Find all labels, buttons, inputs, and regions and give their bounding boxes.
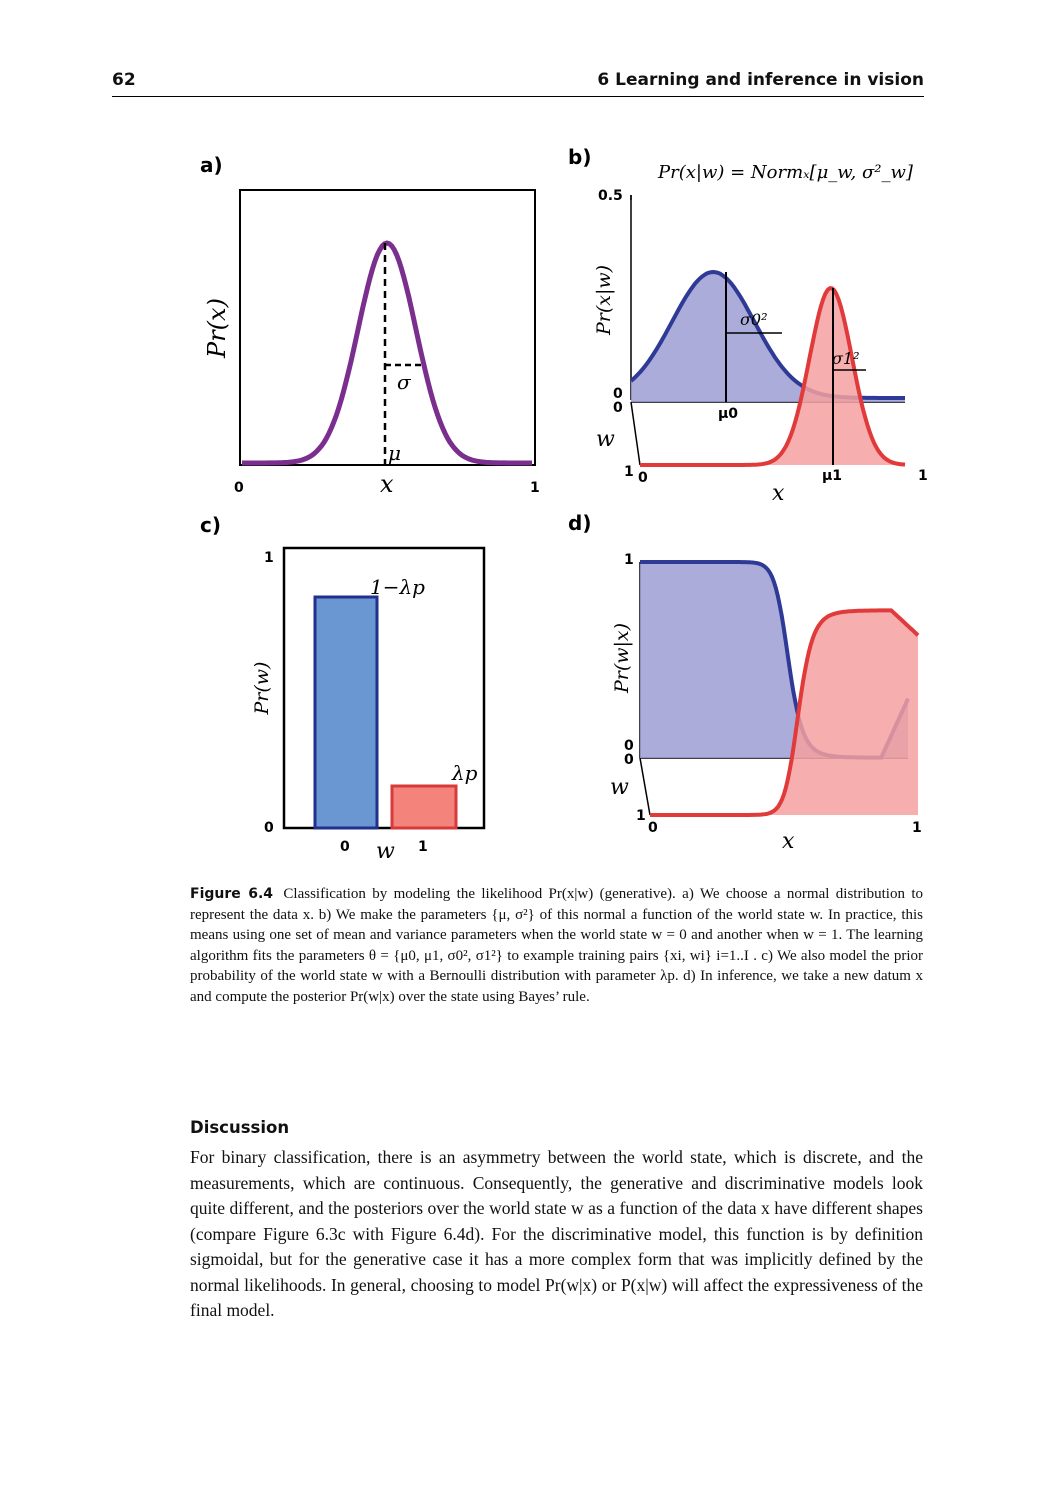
- figure-label: Figure 6.4: [190, 886, 274, 902]
- panel-a-xmin: 0: [234, 480, 244, 496]
- chapter-title: 6 Learning and inference in vision: [597, 70, 924, 90]
- panel-d-w1-curve: [650, 608, 920, 817]
- panel-d: d) 1 0 0 w 1 0 1 x Pr(w|x): [568, 511, 922, 854]
- panel-c-label-lambda: λp: [451, 761, 478, 785]
- panel-d-ylabel: Pr(w|x): [611, 623, 633, 694]
- panel-a: a) σ μ Pr(x) 0 x 1: [200, 153, 540, 498]
- panel-b-xlabel: x: [772, 481, 785, 506]
- page-header: 62 6 Learning and inference in vision: [112, 70, 924, 97]
- panel-d-xlabel: x: [782, 829, 795, 854]
- panel-d-w0: 0: [624, 752, 634, 768]
- panel-b-w1-area: [640, 288, 905, 465]
- panel-b-ytop: 0.5: [598, 188, 623, 204]
- panel-b-w0: 0: [613, 400, 623, 416]
- panel-b-yzero: 0: [613, 386, 623, 402]
- caption-text: Classification by modeling the likelihoo…: [190, 886, 923, 1005]
- panel-c-ylabel: Pr(w): [251, 662, 273, 716]
- panel-d-w0-area: [640, 562, 908, 758]
- panel-c-yzero: 0: [264, 820, 274, 836]
- panel-a-sigma-label: σ: [397, 370, 412, 394]
- panel-c-xlabel: w: [376, 839, 395, 864]
- section-body: For binary classification, there is an a…: [190, 1147, 923, 1320]
- panel-c-frame: [282, 546, 486, 830]
- panel-b-w-label: w: [596, 427, 615, 452]
- panel-a-mu-label: μ: [388, 441, 401, 465]
- panel-b-mu1: μ1: [822, 468, 842, 484]
- panel-a-letter: a): [200, 153, 223, 177]
- panel-d-yzero: 0: [624, 738, 634, 754]
- panel-b-title: Pr(x|w) = Normₓ[μ_w, σ²_w]: [657, 162, 914, 183]
- panel-d-letter: d): [568, 511, 591, 535]
- panel-c-tick-1: 1: [418, 839, 428, 855]
- panel-b-letter: b): [568, 145, 591, 169]
- panel-b-w0-area: [631, 272, 905, 402]
- panel-b-s1: σ1²: [832, 349, 860, 368]
- panel-d-w1: 1: [636, 808, 646, 824]
- panel-b-mu0: μ0: [718, 406, 738, 422]
- panel-c-ytop: 1: [264, 550, 274, 566]
- panel-c-bar-0: [313, 595, 379, 830]
- panel-b-s0: σ0²: [740, 310, 768, 329]
- panel-d-xmax: 1: [912, 820, 922, 836]
- panel-d-w1-area: [650, 610, 918, 815]
- panel-a-xlabel: x: [380, 470, 394, 498]
- panel-a-curve: [242, 240, 532, 466]
- panel-b-w1: 1: [624, 464, 634, 480]
- panel-b-xmin: 0: [638, 470, 648, 486]
- panel-c-bar-1: [390, 784, 458, 830]
- panel-d-depth-axis: [639, 757, 651, 816]
- panel-c-letter: c): [200, 513, 221, 537]
- figure-caption: Figure 6.4 Classification by modeling th…: [190, 884, 923, 1007]
- panel-b-ylabel: Pr(x|w): [593, 265, 615, 336]
- panel-a-xmax: 1: [530, 480, 540, 496]
- panel-b-depth-axis: [630, 401, 641, 466]
- panel-d-xmin: 0: [648, 820, 658, 836]
- panel-d-w-label: w: [610, 775, 629, 800]
- panel-b: b) Pr(x|w) = Normₓ[μ_w, σ²_w] 0.5 0 0 w …: [568, 145, 928, 506]
- panel-a-frame: [239, 189, 536, 466]
- panel-d-ytop: 1: [624, 552, 634, 568]
- section-title: Discussion: [190, 1118, 290, 1137]
- panel-b-w1-curve: [640, 286, 906, 467]
- panel-c-tick-0: 0: [340, 839, 350, 855]
- panel-c-label-one-minus: 1−λp: [370, 575, 425, 599]
- panel-c: c) 1 0 Pr(w) 1−λp λp 0 w 1: [200, 513, 486, 864]
- page-number: 62: [112, 70, 136, 90]
- panel-a-ylabel: Pr(x): [203, 298, 231, 359]
- panel-b-xmax: 1: [918, 468, 928, 484]
